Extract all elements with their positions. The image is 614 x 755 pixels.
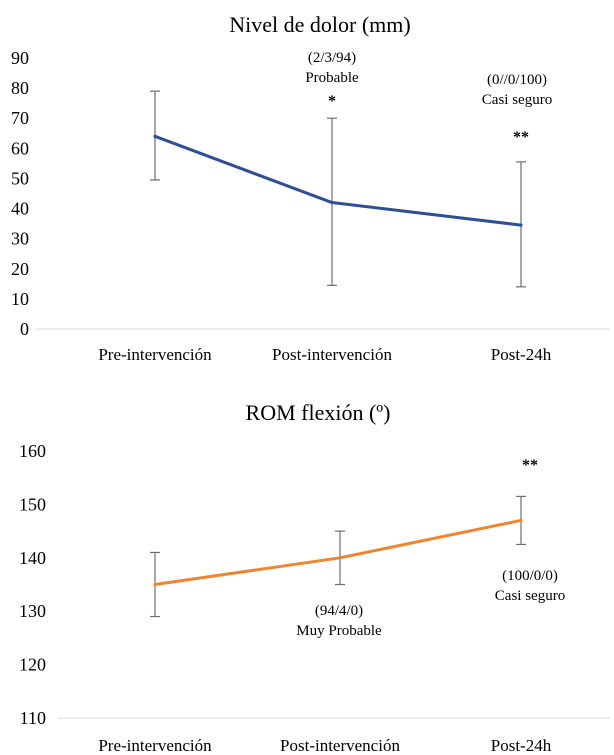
annotation-label: Casi seguro [482,92,552,108]
significance-marker: * [328,93,336,110]
annotation: (0//0/100) Casi seguro ** [482,72,552,146]
x-tick-label: Pre-intervención [98,345,212,364]
y-tick-label: 60 [11,138,29,158]
data-point [153,583,157,586]
y-tick-label: 140 [19,548,46,568]
significance-marker: ** [513,129,529,146]
annotation: (94/4/0) Muy Probable [296,603,382,639]
annotation-label: Probable [305,70,359,86]
annotation-label: Muy Probable [296,623,382,639]
y-tick-label: 50 [11,168,29,188]
y-tick-label: 120 [19,655,46,675]
annotation: (100/0/0) Casi seguro ** [495,457,565,604]
annotation: (2/3/94) Probable * [305,50,359,110]
chart-title: Nivel de dolor (mm) [229,12,410,37]
y-tick-label: 110 [20,708,46,728]
data-point [153,134,157,138]
y-tick-label: 160 [19,441,46,461]
y-tick-label: 20 [11,259,29,279]
annotation-counts: (2/3/94) [308,50,356,66]
chart-1: Nivel de dolor (mm) 0 10 20 30 40 50 60 70 80 90 Pr… [11,12,610,364]
annotation-counts: (100/0/0) [502,568,558,584]
series-line [153,518,523,586]
y-tick-label: 80 [11,78,29,98]
y-tick-label: 150 [19,494,46,514]
chart-title: ROM flexión (º) [246,400,391,425]
annotation-counts: (0//0/100) [487,72,547,88]
y-tick-label: 40 [11,199,29,219]
x-tick-label: Post-intervención [272,345,392,364]
y-tick-label: 30 [11,229,29,249]
x-tick-label: Pre-intervención [98,736,212,755]
x-tick-label: Post-24h [491,345,552,364]
series-line [153,134,523,227]
data-point [338,556,342,560]
y-tick-label: 130 [19,601,46,621]
annotation-counts: (94/4/0) [315,603,363,619]
annotation-label: Casi seguro [495,588,565,604]
x-tick-label: Post-24h [491,736,552,755]
data-point [519,518,523,522]
significance-marker: ** [522,457,538,474]
x-tick-label: Post-intervención [280,736,400,755]
data-point [519,223,523,227]
data-point [330,201,334,205]
y-tick-label: 10 [11,289,29,309]
y-tick-label: 90 [11,48,29,68]
y-tick-label: 0 [20,319,29,339]
y-tick-label: 70 [11,108,29,128]
chart-2: ROM flexión (º) 110 120 130 140 150 160 Pre-int… [19,400,610,755]
